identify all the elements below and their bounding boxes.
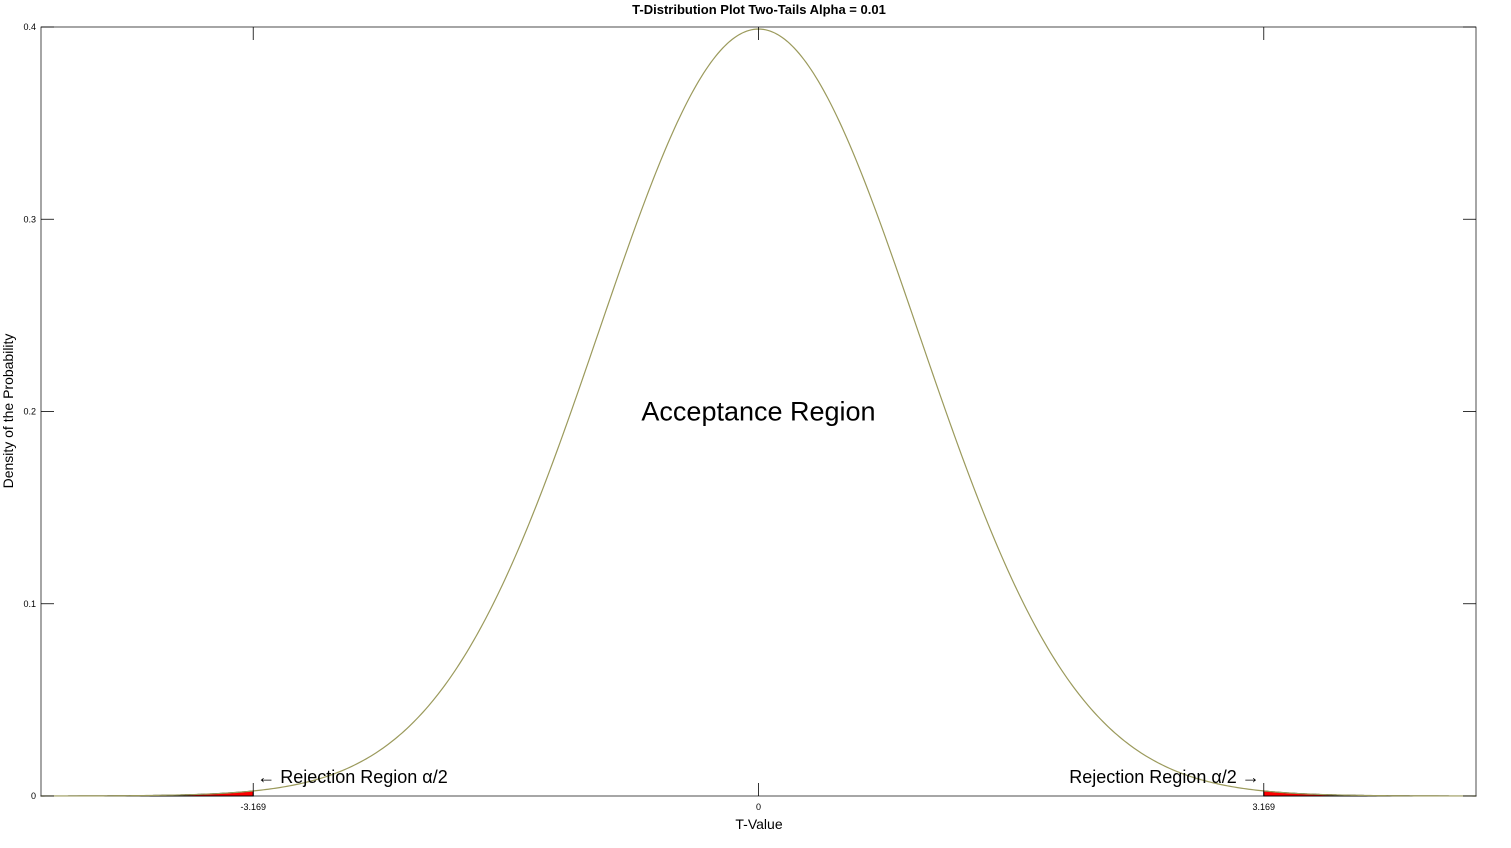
x-tick-label-pos-critical: 3.169 — [1253, 802, 1276, 812]
rejection-region-right-label: Rejection Region α/2 → — [1069, 767, 1260, 787]
rejection-region-left-label: ← Rejection Region α/2 — [257, 767, 448, 787]
x-axis-label: T-Value — [735, 816, 782, 832]
chart-title: T-Distribution Plot Two-Tails Alpha = 0.… — [632, 2, 886, 17]
y-axis-label: Density of the Probability — [0, 334, 16, 489]
y-tick-label-0: 0 — [31, 791, 36, 801]
y-tick-label-0-2: 0.2 — [23, 407, 36, 417]
y-tick-label-0-1: 0.1 — [23, 599, 36, 609]
axis-ticks — [41, 26, 1476, 797]
x-tick-label-neg-critical: -3.169 — [240, 802, 266, 812]
x-tick-label-zero: 0 — [756, 802, 761, 812]
acceptance-region-label: Acceptance Region — [641, 397, 875, 427]
y-tick-label-0-3: 0.3 — [23, 214, 36, 224]
y-tick-label-0-4: 0.4 — [23, 22, 36, 32]
